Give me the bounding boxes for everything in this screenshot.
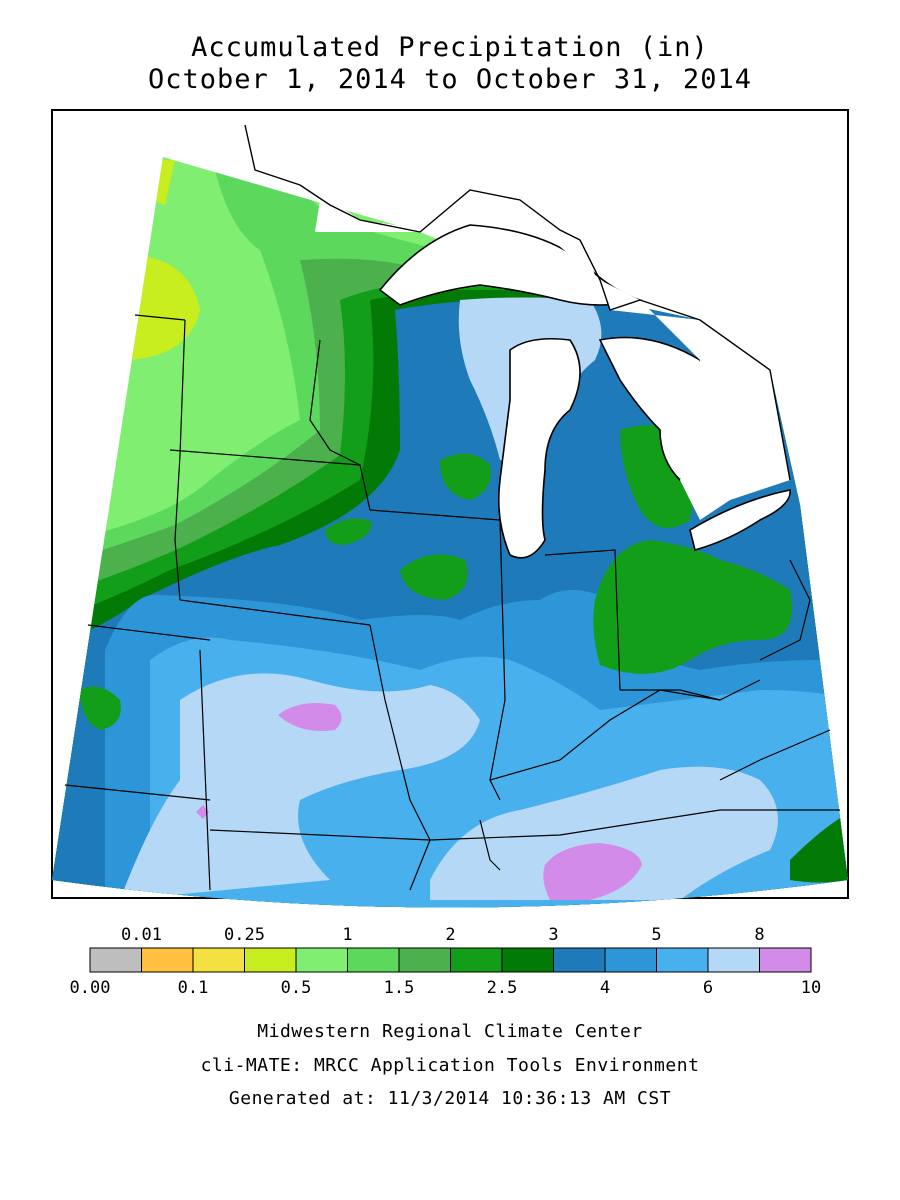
border-mn-nd-sd	[174, 319, 186, 601]
map-title: Accumulated Precipitation (in)	[191, 32, 709, 63]
field-2-2.5-ia	[400, 554, 468, 600]
footer-generated: Generated at: 11/3/2014 10:36:13 AM CST	[228, 1088, 672, 1109]
legend-tick-label: 2.5	[487, 978, 518, 998]
legend-swatch	[707, 947, 760, 973]
field-2-2.5-mi	[593, 540, 792, 674]
legend-swatch	[398, 947, 451, 973]
field-0.25-0.5	[130, 255, 200, 360]
legend-swatch	[192, 947, 245, 973]
border-ky-tn	[429, 809, 840, 841]
field-2-2.5-west	[80, 686, 121, 730]
legend-tick-label: 0.25	[224, 925, 265, 945]
border-in-oh	[544, 549, 621, 691]
border-ohio-river	[489, 679, 761, 781]
legend-swatch	[295, 947, 348, 973]
lake-michigan	[497, 337, 581, 559]
legend-tick-label: 1.5	[384, 978, 415, 998]
border-mn-wi	[309, 339, 371, 511]
state-boundaries	[64, 314, 840, 891]
legend-swatch	[604, 947, 657, 973]
legend-tick-label: 0.5	[281, 978, 312, 998]
legend-tick-label: 8	[754, 925, 764, 945]
border-sd-nd	[169, 449, 361, 466]
border-ne-ks	[87, 624, 211, 641]
border-oh-wv	[620, 689, 721, 701]
legend-swatch	[553, 947, 606, 973]
field-2-2.5-wi	[440, 453, 491, 500]
footer-tool: cli-MATE: MRCC Application Tools Environ…	[200, 1055, 700, 1076]
legend-swatch	[141, 947, 194, 973]
field-2-2.5-mn	[325, 518, 372, 545]
legend-top-labels: 0.01 0.25 1 2 3 5 8	[121, 925, 765, 945]
lake-erie	[689, 489, 791, 551]
legend-tick-label: 5	[651, 925, 661, 945]
legend-tick-label: 4	[600, 978, 610, 998]
border-il-in	[489, 519, 506, 801]
legend-swatch	[656, 947, 709, 973]
legend-colorbar	[89, 947, 812, 973]
border-va-nc	[719, 729, 831, 781]
border-pa-oh	[759, 559, 811, 661]
legend-tick-label: 1	[342, 925, 352, 945]
legend-bottom-labels: 0.00 0.1 0.5 1.5 2.5 4 6 10	[70, 978, 822, 998]
legend-tick-label: 3	[548, 925, 558, 945]
field-6-8-west	[120, 673, 480, 900]
field-8-10-tn	[543, 843, 642, 900]
legend-swatch	[347, 947, 400, 973]
border-wi-il	[369, 509, 501, 521]
legend-tick-label: 0.01	[121, 925, 162, 945]
legend-swatch	[450, 947, 503, 973]
border-ok-n	[64, 784, 211, 801]
border-ok-ar	[209, 829, 431, 841]
border-ia-mo-n	[179, 599, 371, 626]
field-2.5-3-se	[790, 815, 848, 883]
legend-swatch	[759, 947, 812, 973]
field-6-8-south	[430, 766, 778, 900]
legend-tick-label: 0.1	[178, 978, 209, 998]
legend-swatch	[501, 947, 554, 973]
legend-swatch	[244, 947, 297, 973]
legend-tick-label: 10	[801, 978, 821, 998]
great-lakes	[378, 224, 791, 559]
border-mo-il	[369, 624, 431, 891]
map-date-range: October 1, 2014 to October 31, 2014	[148, 64, 752, 95]
field-8-10-ks	[278, 702, 342, 731]
legend-tick-label: 0.00	[70, 978, 111, 998]
legend-swatch	[89, 947, 142, 973]
border-nd-mb	[134, 314, 186, 321]
mississippi-river	[479, 819, 501, 871]
border-co-ks	[199, 649, 211, 891]
canada-shoreline	[244, 124, 791, 481]
legend-tick-label: 2	[445, 925, 455, 945]
field-8-10-spot	[196, 805, 209, 819]
footer-organization: Midwestern Regional Climate Center	[257, 1021, 643, 1042]
legend-tick-label: 6	[703, 978, 713, 998]
